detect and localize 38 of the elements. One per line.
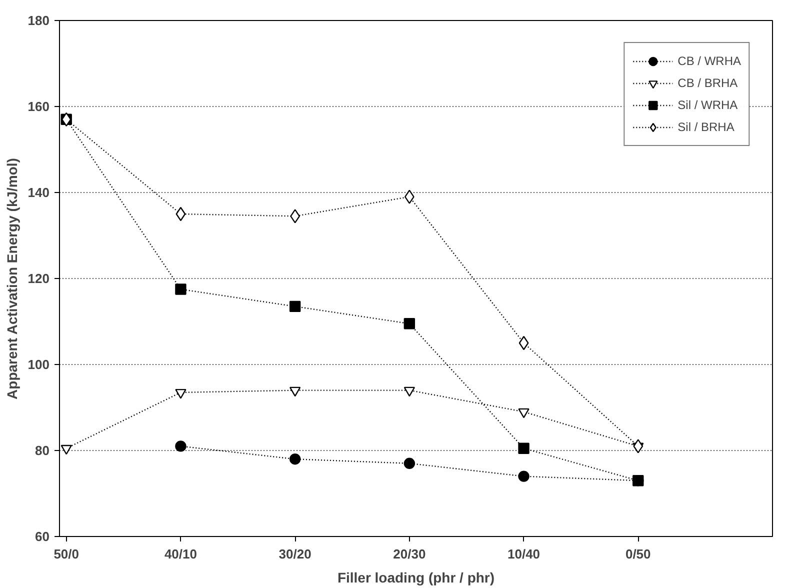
point — [289, 386, 301, 397]
point — [518, 442, 530, 454]
point — [176, 206, 186, 222]
point — [632, 475, 644, 486]
y-tick-label: 160 — [28, 99, 50, 114]
x-tick-label: 0/50 — [625, 546, 651, 562]
point — [404, 318, 416, 330]
point — [404, 190, 414, 204]
legend-label: CB / BRHA — [678, 76, 738, 90]
x-tick-label: 50/0 — [54, 546, 80, 562]
x-axis-title: Filler loading (phr / phr) — [337, 570, 495, 586]
x-tick-label: 30/20 — [278, 546, 312, 562]
point — [404, 458, 416, 469]
point — [290, 209, 300, 224]
legend-label: Sil / BRHA — [678, 120, 734, 134]
point — [518, 470, 530, 482]
y-tick-label: 140 — [28, 185, 50, 200]
x-tick-label: 40/10 — [164, 546, 197, 562]
y-tick-label: 80 — [35, 443, 50, 458]
point — [175, 388, 186, 399]
point — [289, 454, 301, 465]
point — [60, 444, 72, 455]
point — [633, 439, 644, 454]
x-tick-label: 10/40 — [508, 546, 540, 562]
legend-label: Sil / WRHA — [678, 98, 738, 112]
point — [289, 300, 301, 312]
y-tick-label: 120 — [28, 271, 50, 286]
point — [175, 284, 186, 295]
x-tick-label: 20/30 — [393, 546, 426, 562]
legend-label: CB / WRHA — [678, 54, 741, 68]
point — [518, 408, 530, 418]
y-axis-title: Apparent Activation Energy (kJ/mol) — [4, 158, 20, 400]
point — [404, 386, 416, 397]
y-tick-label: 60 — [35, 529, 50, 544]
y-tick-label: 100 — [28, 357, 50, 372]
y-tick-label: 180 — [28, 13, 50, 28]
point — [518, 336, 529, 350]
point — [175, 440, 186, 452]
